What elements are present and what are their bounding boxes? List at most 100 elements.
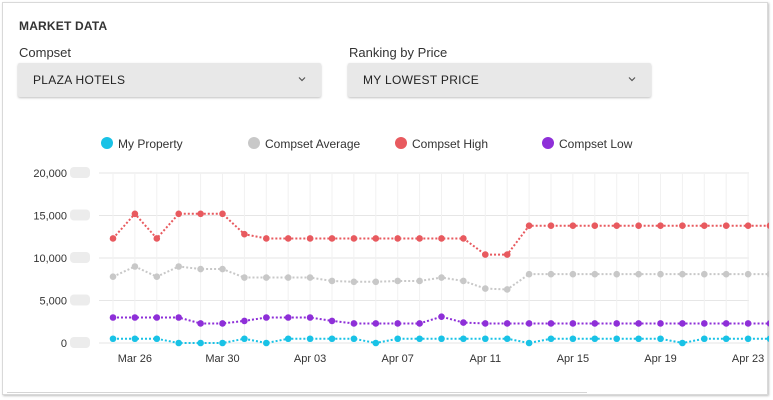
- y-tick-label: 15,000: [33, 211, 67, 223]
- data-point: [657, 320, 664, 327]
- data-point: [701, 222, 708, 229]
- legend-dot: [101, 137, 113, 149]
- data-point: [482, 335, 489, 343]
- data-point: [679, 222, 686, 229]
- data-point: [197, 320, 204, 327]
- data-point: [175, 314, 182, 321]
- data-point: [350, 278, 358, 286]
- data-point: [591, 222, 599, 229]
- x-tick-label: Apr 15: [557, 353, 589, 365]
- data-point: [569, 320, 577, 327]
- data-point: [701, 320, 708, 327]
- data-point: [482, 320, 489, 327]
- data-point: [153, 314, 161, 321]
- data-point: [460, 277, 467, 285]
- data-point: [460, 235, 467, 242]
- data-point: [460, 335, 467, 343]
- data-point: [306, 335, 314, 343]
- data-point: [613, 335, 620, 343]
- data-point: [109, 235, 117, 242]
- data-point: [482, 285, 489, 292]
- data-point: [766, 320, 769, 327]
- data-point: [591, 320, 599, 327]
- data-point: [350, 335, 358, 343]
- x-tick-label: Apr 03: [294, 353, 326, 365]
- data-point: [153, 335, 161, 343]
- data-point: [766, 335, 769, 342]
- data-point: [744, 270, 752, 278]
- panel-title: MARKET DATA: [19, 19, 108, 33]
- chart-grid: [99, 172, 749, 344]
- chevron-down-icon: [298, 77, 306, 82]
- data-point: [284, 274, 292, 281]
- data-point: [525, 339, 533, 347]
- data-point: [766, 222, 769, 229]
- market-line-chart: 20,000 15,000 10,000 5,000 0 Mar 26 Mar 30 Apr…: [33, 167, 769, 365]
- legend-dot: [395, 137, 407, 149]
- data-point: [219, 265, 226, 273]
- data-point: [131, 314, 139, 321]
- data-point: [328, 235, 336, 242]
- redacted-unit-blur: [70, 209, 90, 221]
- y-tick-label: 20,000: [33, 168, 67, 180]
- data-point: [613, 222, 620, 229]
- ranking-label: Ranking by Price: [349, 45, 448, 60]
- data-point: [503, 335, 511, 343]
- data-point: [547, 222, 555, 229]
- data-point: [416, 335, 423, 343]
- data-point: [131, 263, 139, 270]
- data-point: [328, 335, 336, 343]
- data-point: [591, 270, 599, 278]
- data-point: [241, 230, 248, 238]
- data-point: [438, 235, 445, 242]
- data-point: [722, 222, 730, 229]
- data-point: [263, 339, 270, 347]
- ranking-selected-value: MY LOWEST PRICE: [363, 73, 480, 87]
- legend-label: Compset Low: [559, 137, 633, 151]
- legend-dot: [542, 137, 554, 149]
- data-point: [241, 317, 248, 325]
- data-point: [219, 320, 226, 327]
- series-compset-average: [109, 263, 769, 293]
- data-point: [175, 263, 182, 270]
- y-tick-label: 5,000: [39, 296, 67, 308]
- data-point: [525, 320, 533, 327]
- y-axis: 20,000 15,000 10,000 5,000 0: [33, 167, 90, 350]
- data-point: [679, 320, 686, 327]
- data-point: [372, 278, 380, 286]
- data-point: [635, 270, 642, 278]
- data-point: [657, 270, 664, 278]
- compset-dropdown[interactable]: PLAZA HOTELS: [18, 63, 321, 97]
- data-point: [591, 335, 599, 343]
- data-point: [547, 320, 555, 327]
- data-point: [372, 235, 380, 242]
- data-point: [744, 335, 752, 343]
- data-point: [197, 210, 204, 218]
- data-point: [679, 270, 686, 278]
- data-point: [416, 235, 423, 242]
- chart-series: [109, 210, 769, 347]
- data-point: [569, 222, 577, 229]
- compset-selected-value: PLAZA HOTELS: [33, 73, 126, 87]
- redacted-unit-blur: [70, 252, 90, 263]
- data-point: [306, 235, 314, 242]
- data-point: [219, 339, 226, 347]
- data-point: [701, 270, 708, 278]
- data-point: [372, 339, 380, 347]
- data-point: [744, 222, 752, 229]
- data-point: [722, 335, 730, 343]
- x-tick-label: Apr 19: [644, 353, 676, 365]
- data-point: [263, 274, 270, 281]
- series-compset-high: [109, 210, 769, 258]
- ranking-dropdown[interactable]: MY LOWEST PRICE: [348, 63, 651, 97]
- data-point: [197, 339, 204, 347]
- x-tick-label: Apr 11: [470, 353, 502, 365]
- data-point: [109, 314, 117, 321]
- redacted-unit-blur: [70, 294, 90, 306]
- redacted-unit-blur: [70, 337, 90, 348]
- data-point: [394, 235, 402, 242]
- data-point: [482, 251, 489, 258]
- data-point: [109, 273, 117, 281]
- data-point: [241, 274, 248, 281]
- data-point: [635, 222, 642, 229]
